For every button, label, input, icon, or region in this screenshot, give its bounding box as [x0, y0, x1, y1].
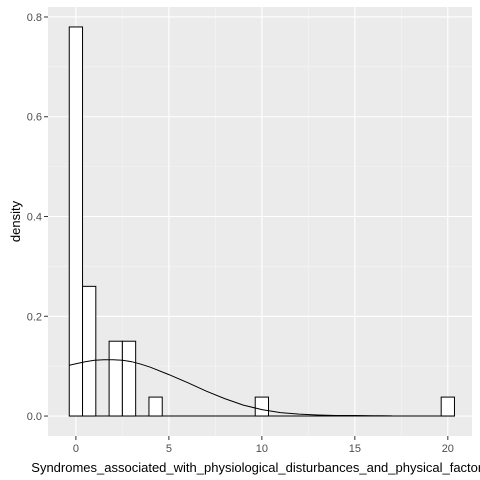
histogram-bar [121, 340, 137, 417]
x-tick-label: 15 [349, 443, 361, 455]
y-tick-label: 0.0 [27, 411, 42, 423]
histogram-bar [440, 396, 455, 417]
x-axis-title: Syndromes_associated_with_physiological_… [31, 460, 480, 475]
minor-gridlines [48, 7, 472, 436]
y-tick-label: 0.4 [27, 212, 42, 224]
histogram-bar [148, 396, 163, 417]
histogram-bar [108, 340, 123, 417]
y-axis-ticks: 0.0 0.2 0.4 0.6 0.8 [27, 12, 48, 423]
x-tick-label: 20 [442, 443, 454, 455]
histogram-bar [254, 396, 269, 417]
histogram-bars [68, 26, 455, 417]
y-axis-title: density [8, 200, 23, 242]
x-tick-label: 5 [166, 443, 172, 455]
density-curve-line [69, 359, 393, 417]
x-tick-label: 10 [256, 443, 268, 455]
y-tick-label: 0.6 [27, 112, 42, 124]
histogram-bar [82, 285, 97, 417]
histogram-bar [68, 26, 84, 417]
y-tick-label: 0.2 [27, 311, 42, 323]
y-tick-label: 0.8 [27, 12, 42, 24]
x-axis-ticks: 0 5 10 15 20 [73, 436, 454, 455]
x-tick-label: 0 [73, 443, 79, 455]
